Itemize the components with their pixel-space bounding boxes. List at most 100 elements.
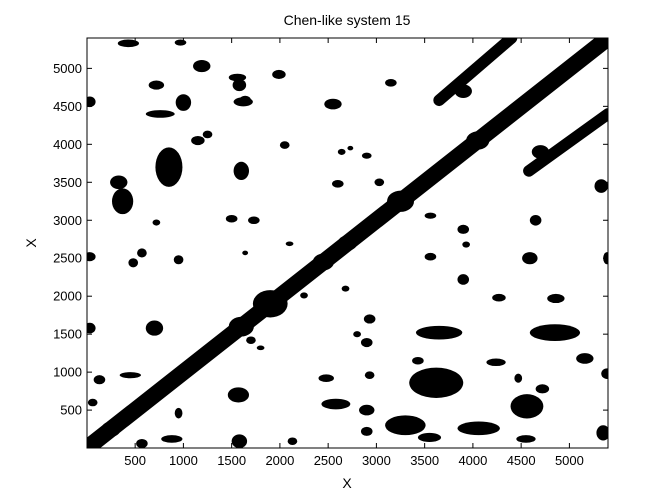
recurrence-blob [424,252,437,261]
chart-title: Chen-like system 15 [284,12,411,28]
y-tick-label: 4500 [53,99,82,114]
y-tick-label: 1500 [53,327,82,342]
y-tick-label: 5000 [53,61,82,76]
recurrence-blob [374,178,385,187]
recurrence-blob [137,248,147,258]
recurrence-blob [239,95,251,105]
plot-frame [86,37,609,449]
recurrence-blob [321,398,351,410]
recurrence-blob [87,96,96,108]
recurrence-blob [510,394,544,419]
x-tick-label: 500 [124,453,146,468]
recurrence-blob [535,384,550,394]
recurrence-blob [347,145,354,151]
x-tick-label: 5000 [555,453,584,468]
recurrence-blob [492,293,506,302]
y-axis: 500 1000 1500 2000 2500 3000 3500 4000 4500 5000 [53,61,608,418]
recurrence-blob [415,325,463,340]
recurrence-node [228,316,254,337]
recurrence-blob [246,336,256,345]
recurrence-blob [385,79,397,87]
recurrence-node [454,84,472,98]
recurrence-node [252,290,288,318]
recurrence-blob [361,152,372,159]
recurrence-blob [111,188,134,215]
recurrence-blob [173,255,184,265]
x-tick-label: 3000 [362,453,391,468]
recurrence-node [387,190,415,212]
recurrence-blob [136,438,148,448]
recurrence-node [337,235,358,251]
recurrence-diagonal-upper [433,38,518,107]
recurrence-blob [385,415,426,436]
y-tick-label: 1000 [53,365,82,380]
x-axis-label: X [342,475,352,491]
recurrence-blob [174,407,183,419]
recurrence-blob [161,435,183,443]
recurrence-blob [457,274,470,285]
recurrence-blob [248,216,260,225]
recurrence-blob [529,324,581,342]
recurrence-blob [175,94,192,111]
recurrence-blob [300,292,308,299]
recurrence-blob [155,147,183,187]
recurrence-blob [287,437,298,446]
recurrence-blob [87,398,98,407]
recurrence-blob [409,367,464,398]
recurrence-blob [242,250,249,256]
recurrence-blob [529,214,542,226]
x-axis: 500 1000 1500 2000 2500 3000 3500 4000 4500 5000 [124,38,584,468]
recurrence-blob [152,219,161,226]
recurrence-blob [279,141,290,149]
recurrence-blob [576,353,594,364]
recurrence-blob [87,252,96,262]
recurrence-blob [332,180,344,188]
recurrence-node [531,145,550,159]
recurrence-blob [193,60,211,73]
recurrence-blob [363,314,376,324]
recurrence-node [526,88,545,102]
recurrence-blob [227,387,250,403]
recurrence-blob [272,69,286,80]
recurrence-blob [462,241,471,248]
recurrence-blob [191,135,205,146]
recurrence-blob [148,80,165,90]
plot-area [87,38,608,448]
recurrence-blob [128,258,139,268]
recurrence-blob [324,98,342,110]
recurrence-blob [228,73,247,82]
y-tick-label: 500 [60,403,82,418]
x-tick-label: 4000 [458,453,487,468]
x-tick-label: 1000 [169,453,198,468]
recurrence-blob [596,425,608,441]
recurrence-blob [318,374,334,383]
recurrence-blob [359,404,375,416]
x-tick-label: 3500 [410,453,439,468]
recurrence-blob [233,161,250,181]
y-tick-label: 2500 [53,251,82,266]
y-axis-label: X [23,238,39,248]
recurrence-blob [93,375,106,385]
recurrence-blob [285,241,294,247]
recurrence-blob [412,356,424,365]
recurrence-blob [601,368,608,379]
recurrence-blob [117,39,140,48]
recurrence-blob [145,320,164,336]
recurrence-node [101,421,121,437]
recurrence-blob [457,224,470,234]
recurrence-node [466,131,490,150]
recurrence-blob [256,345,265,351]
recurrence-blob [486,358,506,367]
recurrence-blob [232,79,247,92]
y-tick-label: 4000 [53,137,82,152]
recurrence-node [312,253,334,271]
recurrence-blob [547,293,565,304]
recurrence-diagonal-lower [523,108,608,177]
recurrence-blob [225,214,238,223]
recurrence-blob [110,175,128,190]
x-tick-label: 2500 [314,453,343,468]
recurrence-blob [119,372,141,379]
recurrence-node [146,388,163,401]
x-tick-label: 1500 [217,453,246,468]
